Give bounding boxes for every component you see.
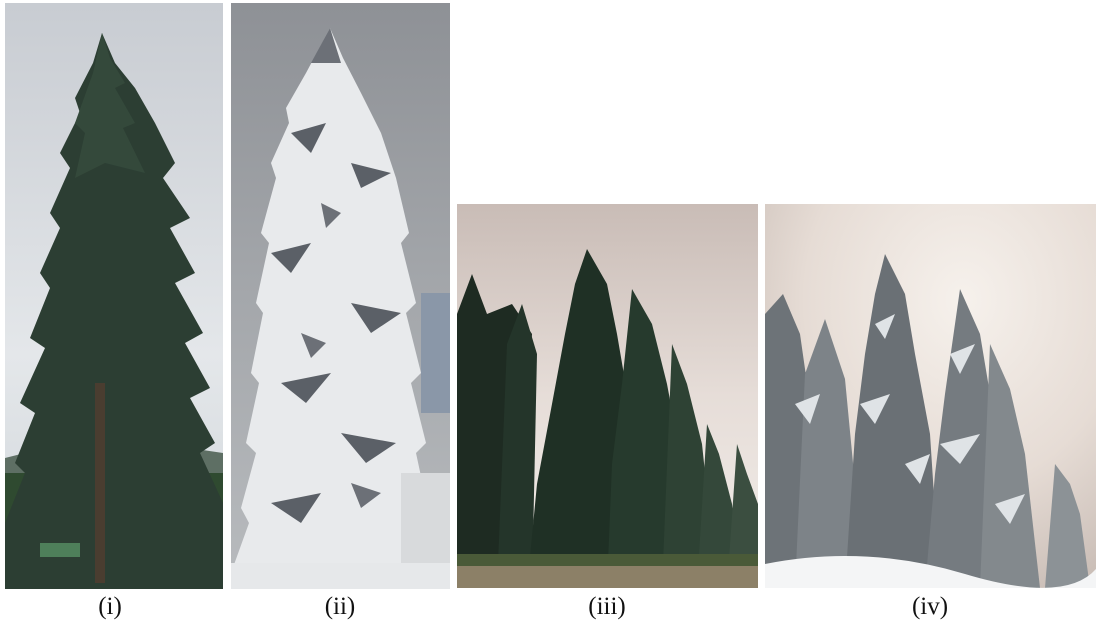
photo-panel-iv — [765, 204, 1096, 588]
photo-panel-ii — [231, 3, 450, 589]
snowy-stand-photo — [765, 204, 1096, 588]
panel-label-ii: (ii) — [324, 593, 356, 620]
panel-label-iii: (iii) — [588, 593, 626, 620]
snowy-spruce-photo — [231, 3, 450, 589]
panel-label-i: (i) — [98, 593, 122, 620]
photo-panel-i — [5, 3, 223, 589]
green-spruce-photo — [5, 3, 223, 589]
photo-panel-iii — [457, 204, 758, 588]
spruce-stand-photo — [457, 204, 758, 588]
panel-label-iv: (iv) — [911, 593, 949, 620]
